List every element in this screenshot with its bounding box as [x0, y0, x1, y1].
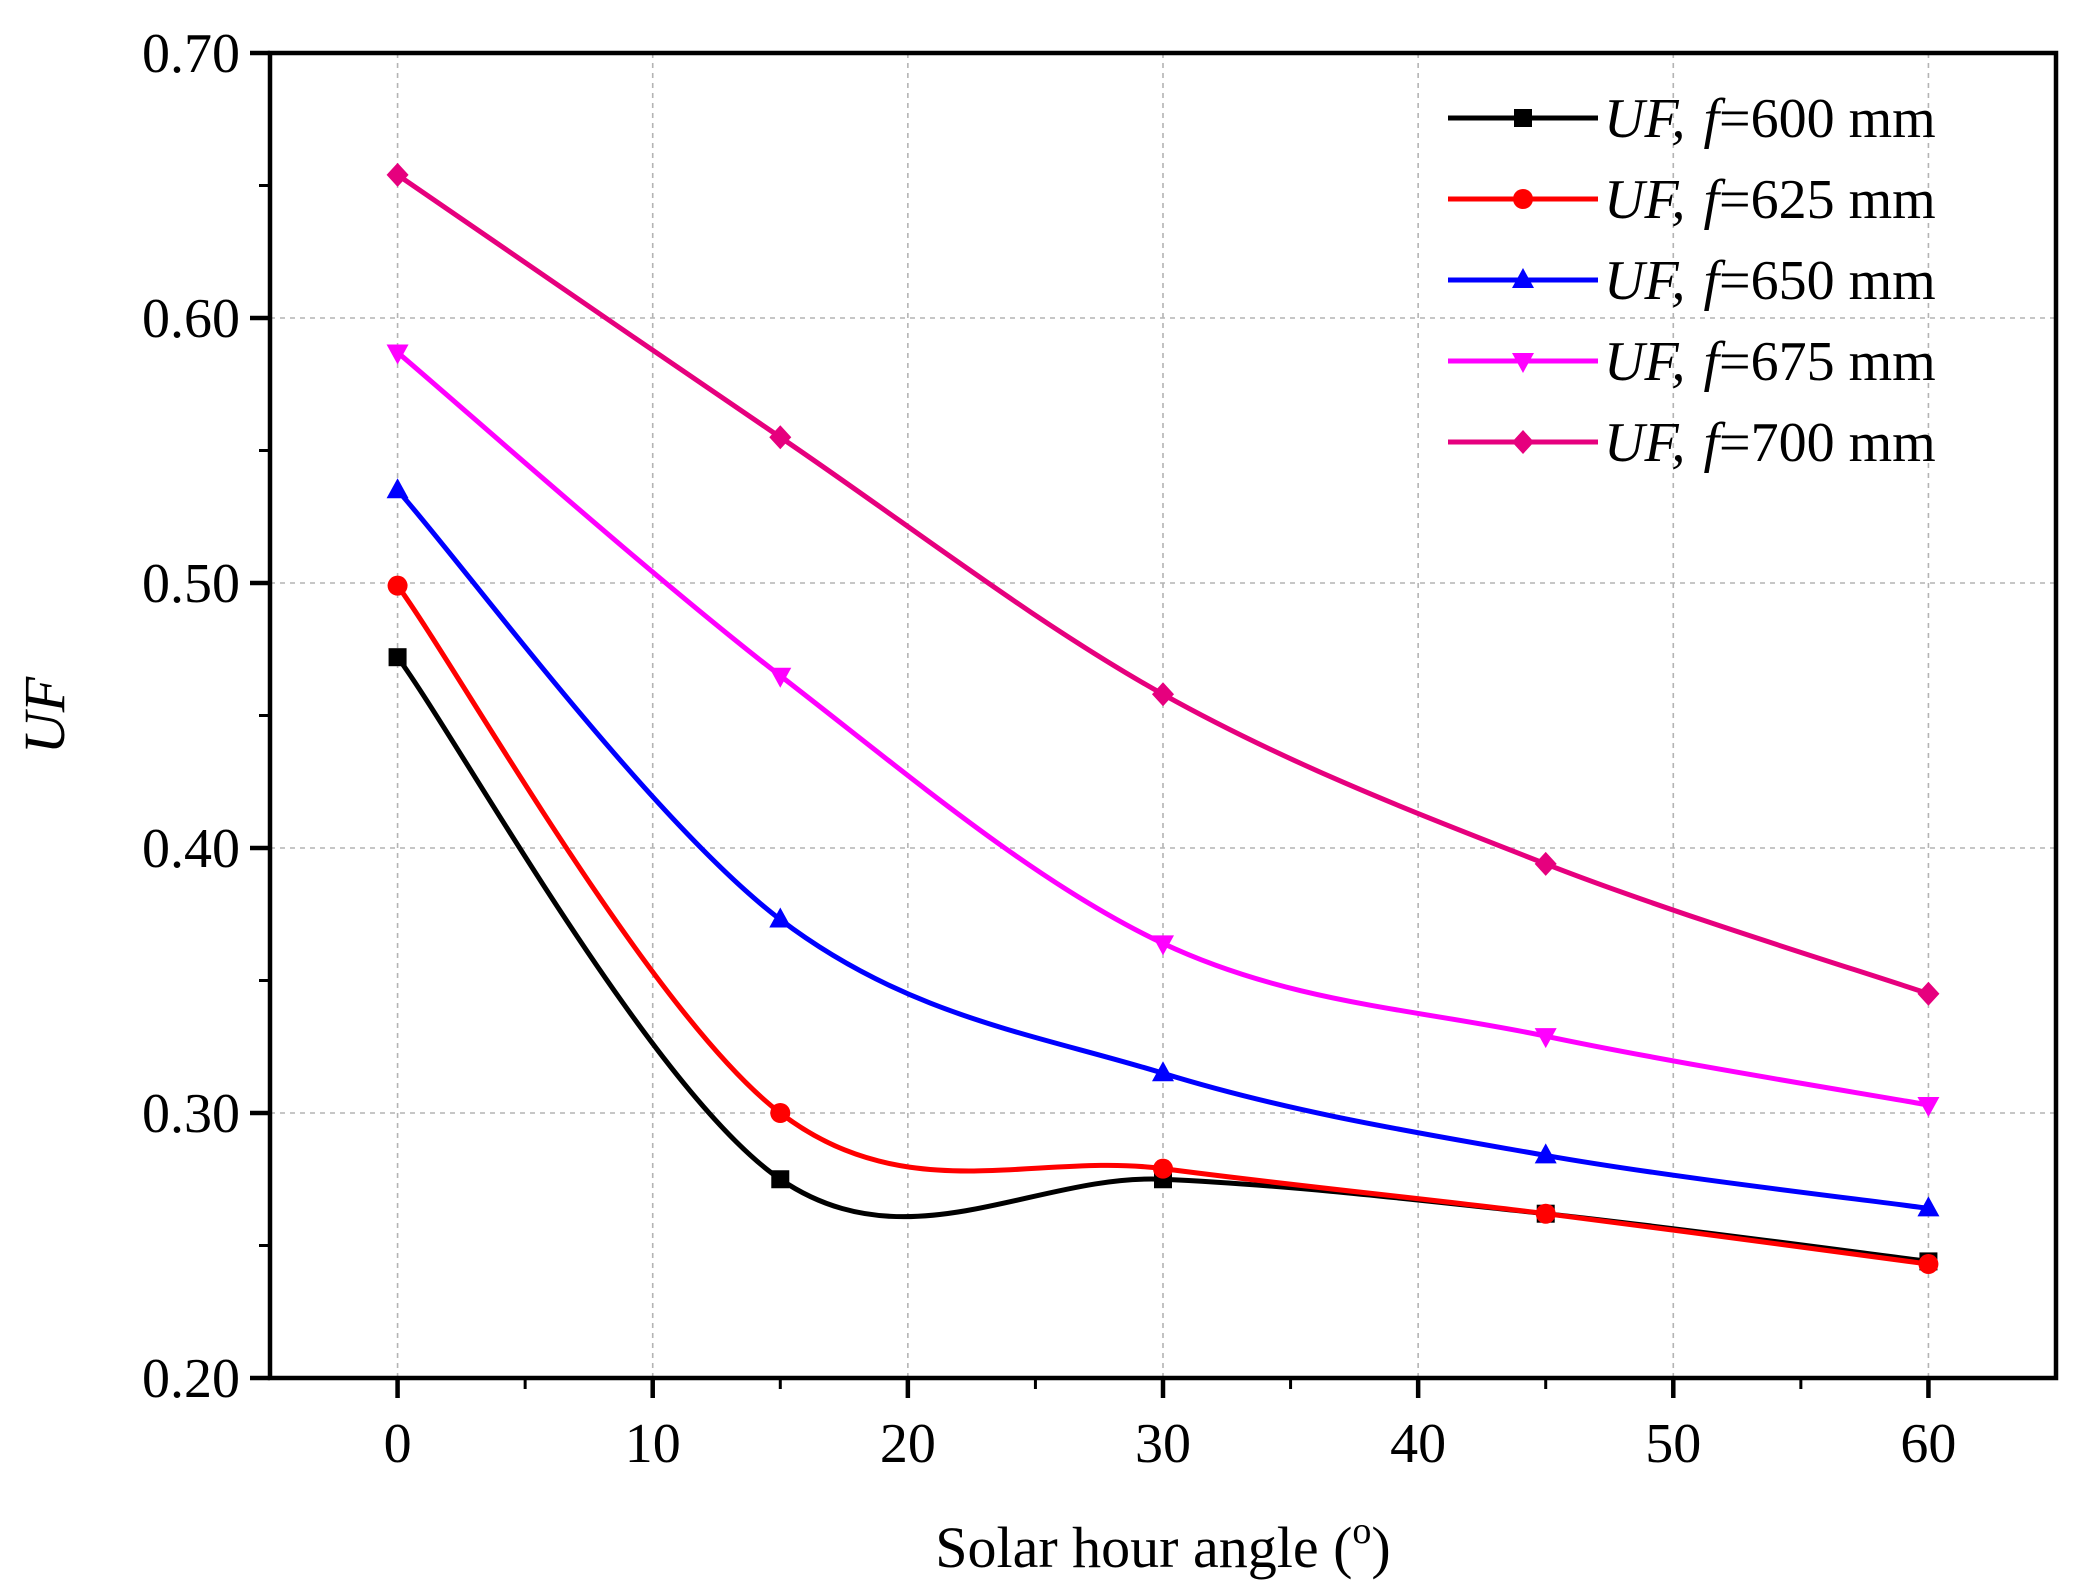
data-point: [387, 575, 408, 596]
y-tick-label: 0.70: [142, 23, 240, 85]
series-1: [387, 575, 1939, 1275]
x-tick-label: 40: [1390, 1413, 1446, 1475]
data-point: [1152, 682, 1174, 707]
series-4: [386, 162, 1940, 1006]
legend-marker: [1512, 353, 1534, 373]
data-point: [1152, 935, 1174, 956]
legend-label-suffix: =650 mm: [1719, 250, 1936, 312]
legend-label-prefix: UF,: [1604, 412, 1685, 474]
series-line: [395, 350, 1929, 1108]
x-axis-title: Solar hour angle (o): [935, 1510, 1391, 1580]
legend-label: UF, f=600 mm: [1604, 88, 1936, 150]
axes: 0 10 20 30 40 50 60 0.20 0.30 0.40 0.50 0.60 0.70: [142, 23, 1956, 1475]
legend-label-prefix: UF,: [1604, 88, 1685, 150]
data-point: [771, 1170, 790, 1189]
y-tick-label: 0.40: [142, 818, 240, 880]
data-point: [1153, 1158, 1173, 1179]
data-point: [1152, 1061, 1174, 1082]
x-axis-title-superscript: o: [1352, 1510, 1371, 1552]
y-tick-label: 0.60: [142, 288, 240, 350]
data-point: [386, 478, 409, 499]
legend-label: UF, f=650 mm: [1604, 250, 1936, 312]
data-point: [769, 425, 792, 450]
data-point: [1534, 1028, 1557, 1049]
x-tick-label: 60: [1900, 1413, 1956, 1475]
legend-marker: [1514, 109, 1532, 127]
series-2: [386, 478, 1940, 1217]
data-point: [386, 162, 409, 187]
data-point: [1917, 1097, 1940, 1118]
legend-label: UF, f=675 mm: [1604, 331, 1936, 393]
legend-label-suffix: =600 mm: [1719, 88, 1936, 150]
legend: UF, f=600 mm UF, f=625 mm UF, f=650 mm UF, f=67…: [1448, 88, 1936, 474]
x-tick-label: 20: [880, 1413, 936, 1475]
data-point: [1535, 1203, 1556, 1224]
series-layer: [386, 162, 1940, 1275]
legend-label-prefix: UF,: [1604, 331, 1685, 393]
legend-label-suffix: =700 mm: [1719, 412, 1936, 474]
grid: [270, 53, 2056, 1378]
legend-label-suffix: =625 mm: [1719, 169, 1936, 231]
y-tick-label: 0.50: [142, 553, 240, 615]
data-point: [770, 1103, 791, 1123]
y-tick-label: 0.30: [142, 1083, 240, 1145]
data-point: [769, 907, 792, 928]
legend-label-prefix: UF,: [1604, 250, 1685, 312]
x-tick-label: 30: [1135, 1413, 1191, 1475]
legend-item: UF, f=625 mm: [1448, 169, 1936, 231]
legend-label: UF, f=700 mm: [1604, 412, 1936, 474]
legend-marker: [1513, 189, 1533, 209]
data-point: [1917, 1196, 1940, 1217]
x-axis-title-close: ): [1371, 1515, 1390, 1580]
legend-item: UF, f=650 mm: [1448, 250, 1936, 312]
legend-item: UF, f=700 mm: [1448, 412, 1936, 474]
x-tick-label: 10: [625, 1413, 681, 1475]
y-tick-label: 0.20: [142, 1348, 240, 1410]
legend-item: UF, f=600 mm: [1448, 88, 1936, 150]
x-axis-title-text: Solar hour angle (: [935, 1515, 1352, 1580]
data-point: [1918, 1254, 1939, 1275]
series-line: [395, 584, 1929, 1267]
data-point: [769, 667, 792, 688]
data-point: [388, 648, 407, 667]
y-axis-title: UF: [12, 676, 77, 754]
x-tick-label: 0: [384, 1413, 412, 1475]
legend-item: UF, f=675 mm: [1448, 331, 1936, 393]
data-point: [1917, 981, 1940, 1006]
series-3: [386, 344, 1940, 1118]
legend-label: UF, f=625 mm: [1604, 169, 1936, 231]
legend-label-prefix: UF,: [1604, 169, 1685, 231]
legend-label-suffix: =675 mm: [1719, 331, 1936, 393]
legend-marker: [1512, 268, 1534, 288]
series-line: [395, 488, 1929, 1211]
legend-marker: [1512, 430, 1534, 454]
data-point: [386, 344, 409, 365]
data-point: [1534, 851, 1557, 876]
data-point: [1534, 1143, 1557, 1164]
x-tick-label: 50: [1645, 1413, 1701, 1475]
